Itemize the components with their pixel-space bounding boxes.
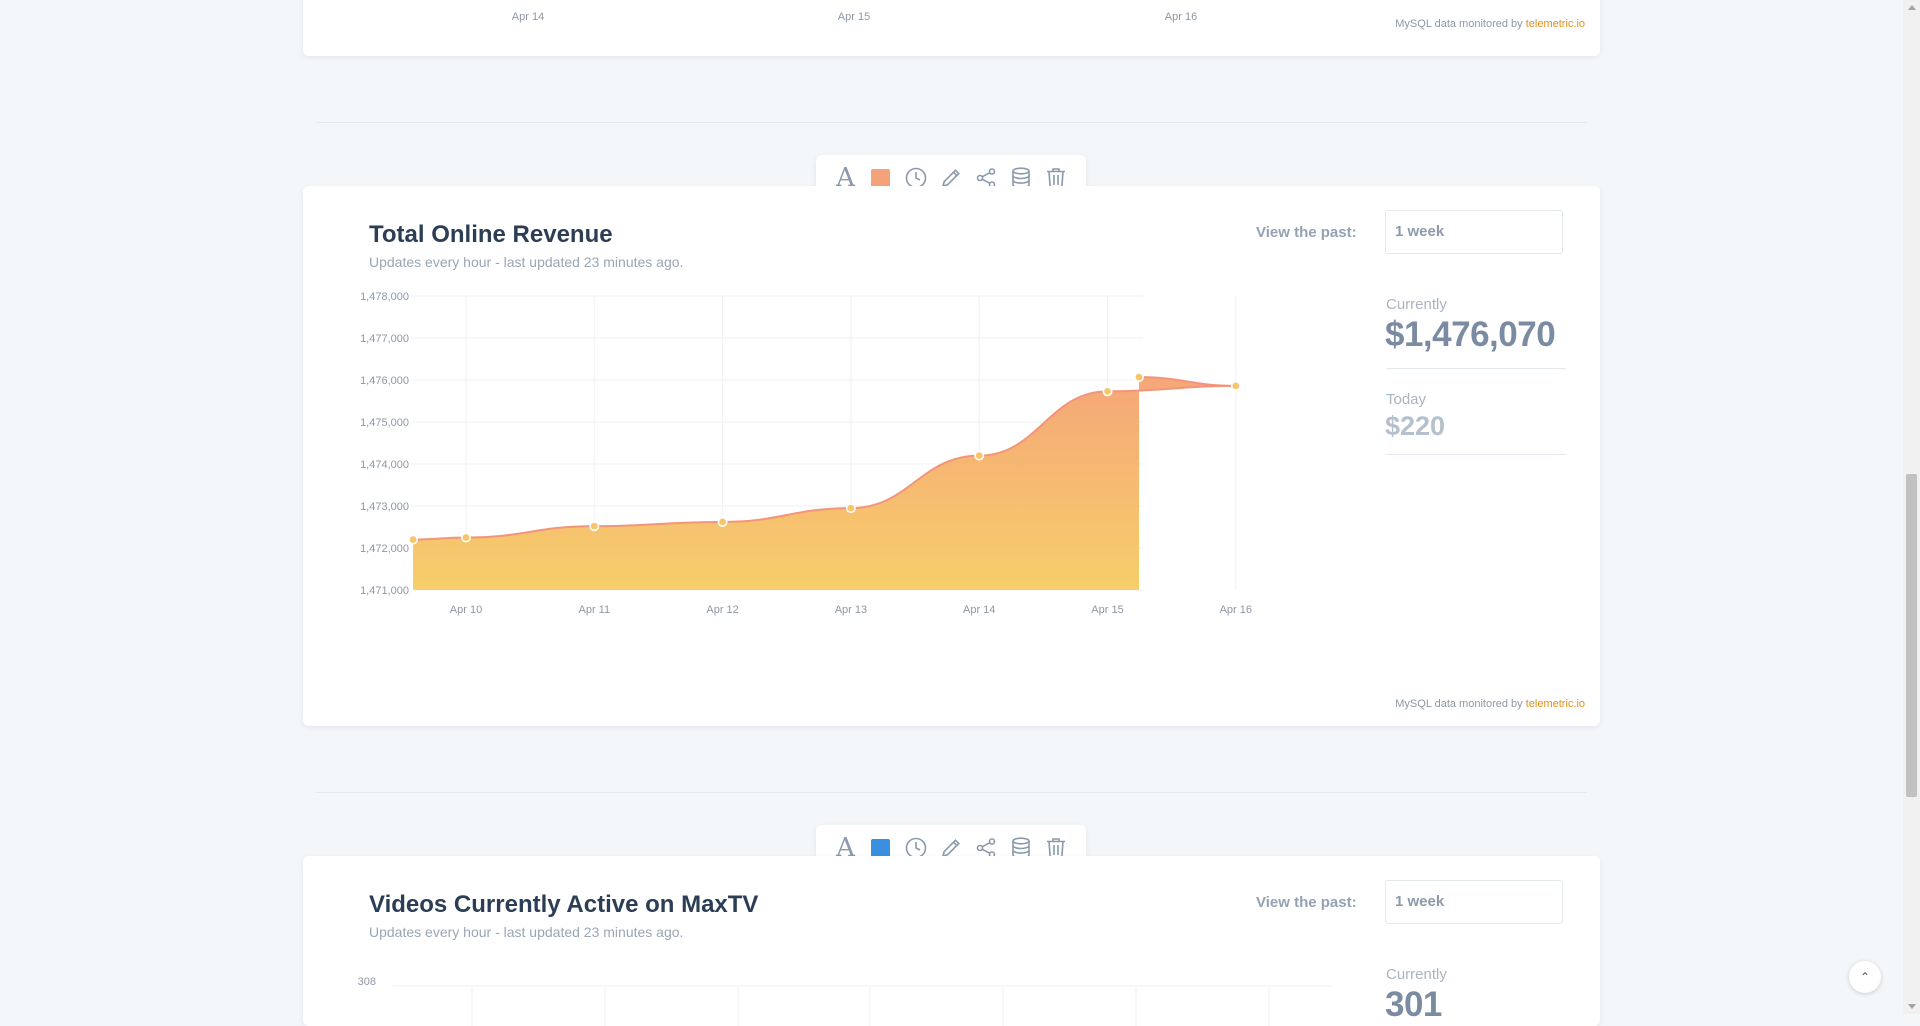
telemetric-link[interactable]: telemetric.io [1525,18,1585,30]
revenue-widget-card: Total Online Revenue Updates every hour … [303,186,1600,726]
back-to-top-button[interactable]: ⌃ [1849,961,1881,993]
data-point [1230,380,1241,391]
color-swatch-button[interactable] [868,165,894,191]
x-tick-label: Apr 13 [835,604,867,616]
series-area [413,377,1236,590]
revenue-area-chart: 1,478,000 1,477,000 1,476,000 1,475,000 1,47… [360,291,1252,616]
widget-title[interactable]: Videos Currently Active on MaxTV [369,891,759,918]
view-past-label: View the past: [1256,894,1357,911]
x-tick-label: Apr 16 [1220,604,1252,616]
monitor-credit-text: MySQL data monitored by [1395,18,1526,30]
scroll-down-arrow[interactable] [1908,1004,1916,1009]
data-point [845,503,856,514]
monitor-credit: MySQL data monitored by telemetric.io [1395,698,1585,710]
today-value: $220 [1385,411,1446,441]
videos-chart-partial: 308 [358,976,1333,1026]
y-tick-label: 1,474,000 [360,459,409,471]
trash-icon[interactable] [1043,835,1069,861]
monitor-credit-text: MySQL data monitored by [1395,698,1526,710]
font-icon[interactable]: A [836,833,855,863]
series-line [412,376,1236,541]
widget-title[interactable]: Total Online Revenue [369,221,613,248]
y-tick-label: 1,476,000 [360,375,409,387]
x-tick-label: Apr 11 [579,604,611,616]
currently-value: 301 [1385,985,1442,1024]
font-icon[interactable]: A [836,163,855,193]
x-tick-label: Apr 16 [1165,11,1197,23]
telemetric-link[interactable]: telemetric.io [1525,698,1585,710]
y-tick-label: 1,477,000 [360,333,409,345]
widget-subtitle: Updates every hour - last updated 23 min… [369,924,684,940]
data-point [461,532,472,543]
data-point [1133,372,1144,383]
currently-label: Currently [1386,296,1447,313]
view-past-label: View the past: [1256,224,1357,241]
x-tick-label: Apr 15 [838,11,870,23]
page-scrollbar[interactable] [1903,0,1920,1014]
y-tick-label: 1,475,000 [360,417,409,429]
x-tick-label: Apr 14 [963,604,995,616]
x-tick-label: Apr 14 [512,11,544,23]
stat-divider [1386,368,1566,369]
y-tick-label: 308 [358,976,376,988]
pencil-icon[interactable] [938,835,964,861]
videos-widget-card: Videos Currently Active on MaxTV Updates… [303,856,1600,1026]
y-tick-label: 1,478,000 [360,291,409,303]
chevron-up-icon: ⌃ [1859,970,1871,984]
y-tick-label: 1,473,000 [360,501,409,513]
y-tick-label: 1,471,000 [360,585,409,597]
widget-subtitle: Updates every hour - last updated 23 min… [369,254,684,270]
scroll-up-arrow[interactable] [1908,5,1916,10]
y-tick-label: 1,472,000 [360,543,409,555]
data-point [589,521,600,532]
section-divider [316,122,1587,123]
data-point [717,516,728,527]
previous-chart-card: Apr 14 Apr 15 Apr 16 MySQL data monitore… [303,0,1600,56]
time-range-select[interactable]: 1 week [1385,880,1563,924]
time-range-select[interactable]: 1 week [1385,210,1563,254]
previous-chart-axis: Apr 14 Apr 15 Apr 16 [512,11,1197,23]
data-point [408,534,419,545]
today-label: Today [1386,391,1427,408]
color-swatch [871,168,891,188]
pencil-icon[interactable] [938,165,964,191]
currently-value: $1,476,070 [1385,315,1556,354]
share-icon[interactable] [973,165,999,191]
currently-label: Currently [1386,966,1447,983]
stat-divider [1386,454,1566,455]
color-swatch [871,838,891,858]
x-tick-label: Apr 15 [1091,604,1123,616]
data-point [974,450,985,461]
scroll-thumb[interactable] [1906,474,1917,797]
x-tick-label: Apr 10 [450,604,482,616]
color-swatch-button[interactable] [868,835,894,861]
section-divider [316,792,1587,793]
data-point [1102,386,1113,397]
share-icon[interactable] [973,835,999,861]
monitor-credit: MySQL data monitored by telemetric.io [1395,18,1585,30]
x-tick-label: Apr 12 [706,604,738,616]
